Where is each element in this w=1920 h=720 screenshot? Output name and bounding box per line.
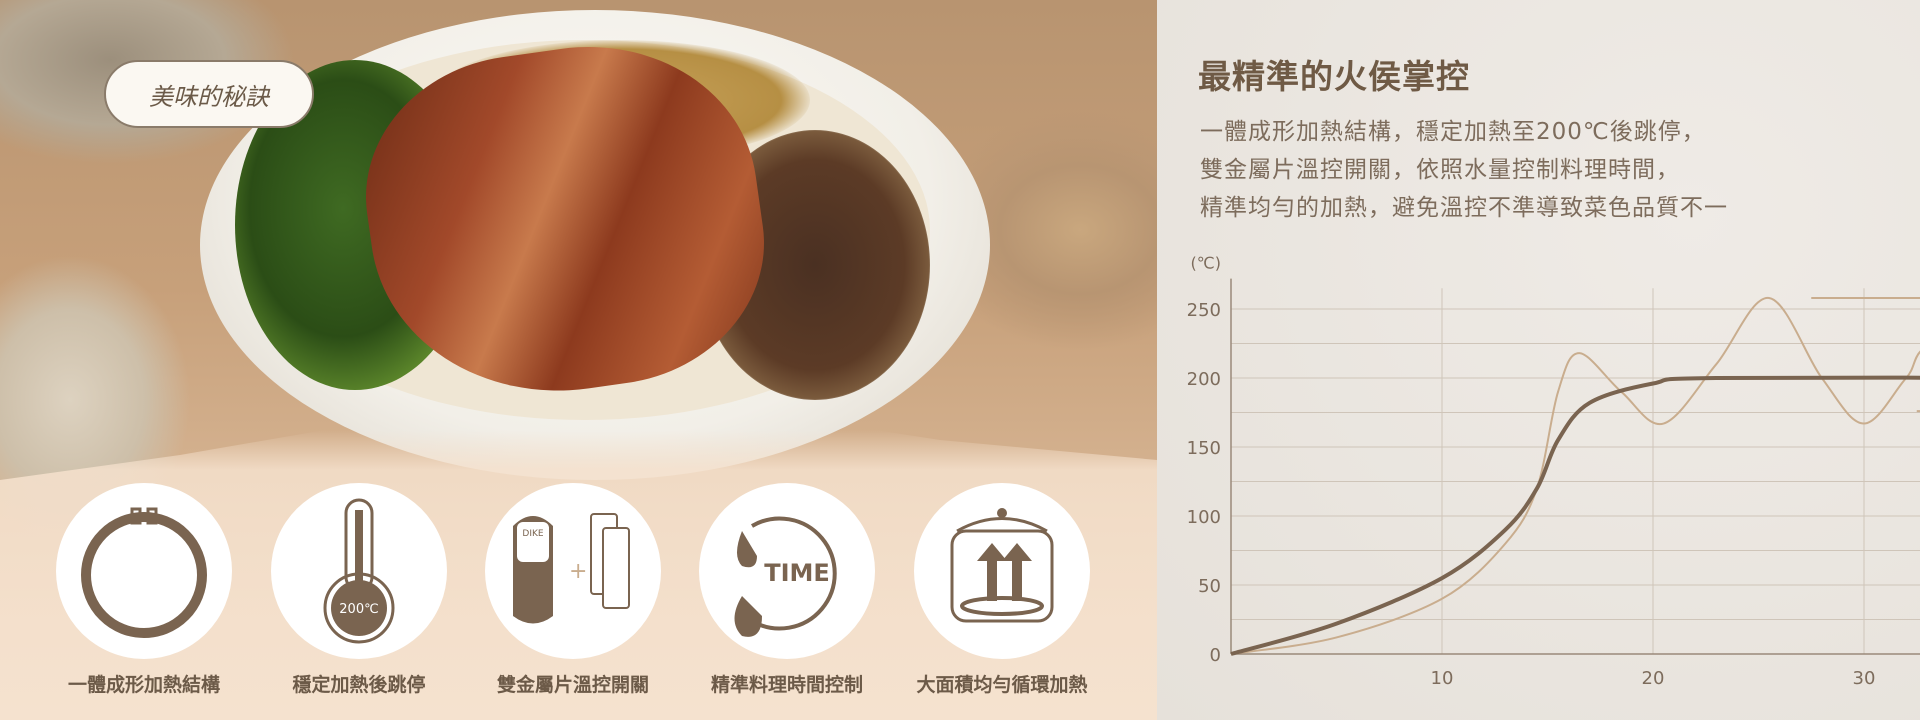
speech-bubble: 美味的秘訣: [104, 60, 314, 128]
x-tick-label: 20: [1642, 668, 1665, 689]
series-line-other-brand: [1230, 296, 1920, 655]
feature-circulation: [914, 483, 1090, 659]
switch-brand: DIKE: [522, 529, 543, 539]
feature-label: 一體成形加熱結構: [67, 674, 220, 696]
feature-label: 大面積均勻循環加熱: [916, 674, 1088, 696]
y-tick-label: 250: [1187, 300, 1221, 321]
y-tick-label: 50: [1198, 576, 1221, 597]
product-photo-panel: 美味的秘訣 200℃ DIKE + TIME 一體成形加熱結構 穩定加熱後跳停 雙…: [0, 0, 1157, 720]
heating-ring-icon: [81, 507, 207, 638]
feature-label: 精準料理時間控制: [710, 674, 863, 696]
y-tick-label: 100: [1187, 507, 1221, 528]
bubble-text: 美味的秘訣: [149, 82, 269, 111]
bimetal-switch-icon: DIKE +: [513, 513, 630, 624]
svg-text:+: +: [569, 559, 587, 584]
thermometer-icon: 200℃: [323, 498, 395, 644]
y-tick-label: 200: [1187, 369, 1221, 390]
y-tick-label: 150: [1187, 438, 1221, 459]
info-panel: [1157, 0, 1920, 720]
feature-thermometer: 200℃: [271, 483, 447, 659]
feature-label: 穩定加熱後跳停: [292, 674, 426, 696]
water-timer-icon: TIME: [734, 516, 837, 637]
feature-heating-ring: [56, 483, 232, 659]
y-axis-label: (℃): [1191, 254, 1221, 273]
description-line: 精準均勻的加熱，避免溫控不準導致菜色品質不一: [1200, 195, 1728, 221]
y-tick-label: 0: [1210, 645, 1221, 666]
series-line-dike: [1230, 375, 1920, 656]
steam-circulation-pot-icon: [950, 508, 1054, 623]
temperature-chart: 05010015020025010203040(℃)(min)過熱乾燒半生不熟他…: [1187, 254, 1920, 689]
page-title: 最精準的火侯掌控: [1198, 57, 1470, 96]
description-line: 一體成形加熱結構，穩定加熱至200℃後跳停，: [1200, 119, 1706, 145]
x-tick-label: 30: [1853, 668, 1876, 689]
feature-timer: TIME: [699, 483, 875, 659]
x-tick-label: 10: [1431, 668, 1454, 689]
thermometer-label: 200℃: [339, 602, 378, 617]
description-line: 雙金屬片溫控開關，依照水量控制料理時間，: [1200, 157, 1680, 183]
feature-bimetal-switch: DIKE +: [485, 483, 661, 659]
time-label: TIME: [764, 559, 830, 587]
feature-label: 雙金屬片溫控開關: [496, 674, 649, 696]
